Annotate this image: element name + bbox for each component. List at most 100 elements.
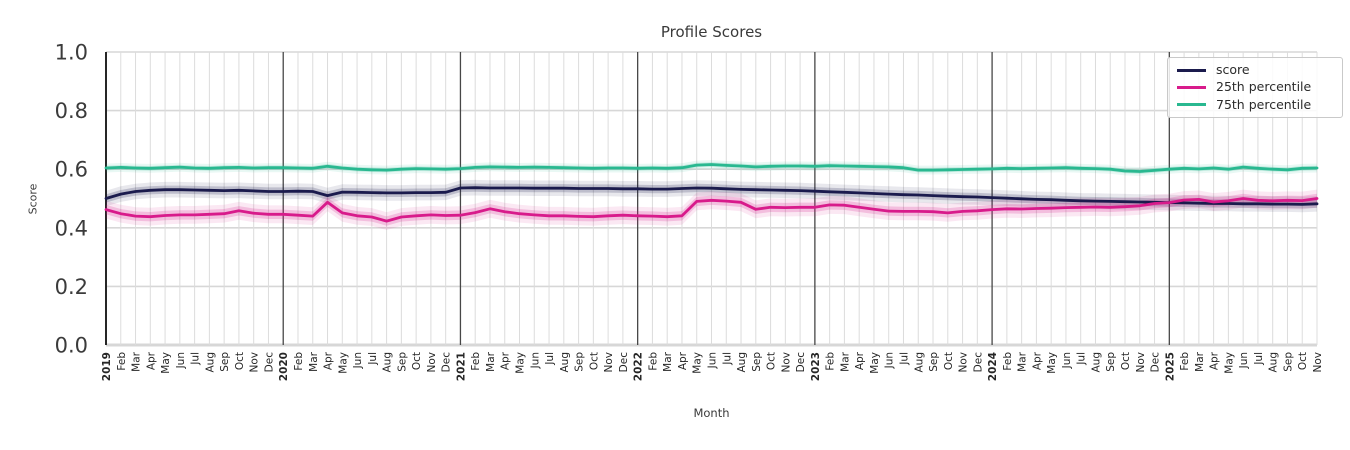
x-tick-label: Jun [884,352,896,369]
y-tick-label: 0.8 [55,99,88,123]
legend-label: score [1216,62,1250,77]
x-tick-label: Aug [1268,352,1280,373]
x-tick-label: Feb [116,352,128,371]
x-tick-label: Dec [263,352,275,373]
x-tick-label: 2021 [455,352,467,381]
x-tick-label: Apr [1031,351,1043,370]
chart-title: Profile Scores [660,23,763,41]
x-tick-label: Nov [1135,352,1147,373]
x-tick-label: Sep [1282,352,1294,372]
x-tick-label: Nov [1312,352,1324,373]
x-tick-label: 2019 [101,352,113,381]
x-tick-label: 2023 [810,352,822,381]
x-tick-label: Dec [618,352,630,373]
x-tick-label: 2024 [987,352,999,381]
x-tick-label: Feb [470,352,482,371]
x-tick-label: Mar [1194,351,1206,371]
x-axis-label: Month [693,406,730,420]
x-tick-label: Feb [1002,352,1014,371]
x-tick-label: Sep [574,352,586,372]
x-tick-label: Apr [854,351,866,370]
x-tick-label: Feb [293,352,305,371]
legend-item-score: score [1177,62,1333,77]
x-tick-label: Mar [839,351,851,371]
x-tick-label: Oct [1297,352,1309,370]
x-tick-label: Nov [426,352,438,373]
x-tick-label: Dec [1150,352,1162,373]
series-line-75th-percentile [104,163,1319,173]
series-band-75th-percentile [106,160,1317,176]
x-tick-label: Dec [441,352,453,373]
series-line-score [104,186,1319,206]
x-tick-label: Sep [1105,352,1117,372]
x-tick-label: Feb [647,352,659,371]
x-tick-label: Nov [249,352,261,373]
x-tick-label: Sep [396,352,408,372]
legend-item-25th-percentile: 25th percentile [1177,81,1333,94]
x-tick-label: 2022 [633,352,645,381]
series-band-score [106,179,1317,213]
x-tick-label: Mar [308,351,320,371]
x-tick-label: Jul [367,352,379,366]
x-tick-label: Oct [411,352,423,370]
x-tick-label: Jul [190,352,202,366]
x-tick-label: 2025 [1164,352,1176,381]
x-tick-label: Mar [1017,351,1029,371]
x-tick-label: Oct [943,352,955,370]
series-band-score [106,183,1317,209]
x-tick-label: Jun [529,352,541,369]
x-tick-label: Jun [1238,352,1250,369]
x-tick-label: May [869,352,881,374]
series-band-75th-percentile [106,162,1317,174]
x-tick-label: Aug [913,352,925,373]
x-tick-label: Aug [382,352,394,373]
x-tick-label: Dec [795,352,807,373]
x-tick-label: Jul [898,352,910,366]
x-tick-label: Oct [1120,352,1132,370]
x-tick-label: Mar [485,351,497,371]
y-tick-label: 0.4 [55,216,88,240]
series-band-25th-percentile [106,189,1317,230]
x-tick-label: Aug [736,352,748,373]
x-tick-label: Jul [721,352,733,366]
x-tick-label: Jun [175,352,187,369]
x-tick-label: May [160,352,172,374]
legend-swatch [1177,68,1206,72]
x-tick-label: Apr [677,351,689,370]
legend-label: 75th percentile [1216,96,1312,112]
legend: score 25th percentile 75th percentile [1167,57,1343,118]
y-tick-label: 0.0 [55,334,88,358]
x-tick-label: Mar [662,351,674,371]
x-tick-label: Apr [145,351,157,370]
x-tick-label: May [692,352,704,374]
x-tick-label: Aug [204,352,216,373]
legend-label: 25th percentile [1216,79,1312,95]
x-tick-label: Nov [780,352,792,373]
x-tick-label: Oct [766,352,778,370]
x-tick-label: Oct [234,352,246,370]
x-tick-label: May [515,352,527,374]
x-tick-label: Sep [928,352,940,372]
x-tick-label: Apr [1209,351,1221,370]
y-tick-label: 0.2 [55,275,88,299]
x-tick-label: Nov [958,352,970,373]
x-tick-label: Feb [825,352,837,371]
x-tick-label: 2020 [278,352,290,381]
x-tick-label: Jul [1253,352,1265,366]
x-tick-label: Apr [500,351,512,370]
x-tick-label: Feb [1179,352,1191,371]
x-tick-label: Oct [588,352,600,370]
x-tick-label: Jul [544,352,556,366]
x-tick-label: Apr [323,351,335,370]
x-tick-label: Aug [1090,352,1102,373]
x-tick-label: Jun [707,352,719,369]
legend-swatch [1177,86,1206,89]
x-tick-label: Jun [1061,352,1073,369]
x-tick-label: Aug [559,352,571,373]
x-tick-label: Jul [1076,352,1088,366]
legend-item-75th-percentile: 75th percentile [1177,96,1333,112]
x-tick-label: Sep [751,352,763,372]
x-tick-label: May [1046,352,1058,374]
